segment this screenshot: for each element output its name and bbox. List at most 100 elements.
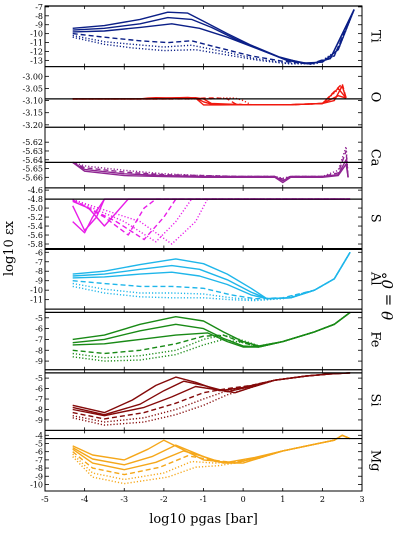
y-tick-label-mg-2: -6 (35, 448, 43, 457)
series-line-o-4 (72, 82, 347, 106)
series-line-s-6 (72, 198, 351, 243)
y-tick-label-ti-1: -8 (35, 12, 43, 21)
element-label-o: O (368, 92, 383, 103)
series-line-ca-4 (72, 145, 349, 179)
y-tick-label-al-5: -11 (30, 296, 43, 305)
y-tick-label-si-4: -9 (35, 416, 43, 425)
series-line-s-3 (72, 198, 351, 227)
x-tick-label-4: -1 (200, 495, 208, 504)
y-tick-label-mg-1: -5 (35, 439, 43, 448)
x-tick-label-5: 0 (241, 495, 246, 504)
panel-o: -3.00 -3.05 -3.10 -3.15 -3.20 O (22, 66, 383, 130)
series-line-fe-1 (72, 311, 351, 347)
series-line-si-5 (72, 372, 351, 423)
y-tick-label-s-5: -5.6 (28, 231, 43, 240)
curves-o (72, 82, 347, 106)
panel-frame-fe (44, 308, 363, 371)
x-axis-layer: -5 -4 -3 -2 -1 0 1 2 3 (41, 495, 364, 504)
series-line-o-3 (72, 87, 347, 106)
panel-si: -5 -6-7-8 -9 Si (35, 369, 383, 431)
series-line-s-5 (72, 198, 351, 241)
y-tick-label-ca-4: -5.66 (22, 173, 43, 182)
series-line-mg-5 (72, 434, 351, 481)
x-tick-label-8: 3 (359, 495, 364, 504)
series-line-s-7 (72, 198, 351, 245)
series-line-fe-6 (72, 311, 351, 362)
y-tick-label-o-3: -3.15 (22, 109, 43, 118)
series-line-fe-4 (72, 311, 351, 355)
y-tick-label-ti-5: -12 (30, 47, 43, 56)
panel-al: -6-7-8-9-10-11 Al (30, 248, 383, 310)
y-tick-label-mg-4: -8 (35, 464, 43, 473)
y-tick-label-al-1: -7 (35, 258, 43, 267)
y-tick-label-ti-6: -13 (30, 56, 43, 65)
x-tick-label-6: 1 (280, 495, 285, 504)
series-line-mg-6 (72, 434, 351, 485)
series-line-ti-2 (72, 9, 355, 65)
y-tick-label-mg-5: -9 (35, 472, 43, 481)
series-line-al-4 (72, 251, 351, 300)
series-line-mg-4 (72, 434, 351, 476)
panel-s: -4.6-4.8-5.0-5.2-5.4-5.6-5.8 S (28, 186, 383, 249)
panel-ca: -5.62-5.63-5.64-5.65-5.66 Ca (22, 126, 383, 189)
series-line-s-1 (72, 198, 351, 234)
series-line-ti-5 (72, 9, 355, 65)
panel-mg: -4-5-6-7-8-9-10 Mg (30, 429, 383, 492)
panel-frame-si (44, 369, 363, 431)
series-line-fe-2 (72, 311, 351, 348)
series-line-mg-3 (72, 434, 351, 471)
y-tick-label-al-2: -8 (35, 267, 43, 276)
element-label-s: S (368, 214, 383, 223)
y-tick-label-fe-0: -5 (35, 314, 43, 323)
element-label-mg: Mg (368, 450, 383, 472)
series-line-ti-6 (72, 9, 355, 65)
y-tick-label-si-2: -7 (35, 395, 43, 404)
y-tick-label-mg-0: -4 (35, 431, 43, 440)
y-tick-label-s-2: -5.0 (28, 204, 43, 213)
series-line-si-4 (72, 372, 351, 420)
series-line-mg-1 (72, 434, 351, 463)
series-line-o-2 (72, 95, 347, 106)
y-tick-label-al-3: -9 (35, 277, 43, 286)
element-label-ca: Ca (368, 149, 383, 167)
series-line-o-1 (72, 85, 347, 106)
y-tick-label-o-2: -3.10 (22, 97, 43, 106)
y-tick-label-fe-2: -7 (35, 335, 43, 344)
series-line-si-3 (72, 372, 351, 417)
y-tick-label-s-6: -5.8 (28, 240, 43, 249)
panel-ti: -7-8-9-10-11-12-13 Ti (30, 3, 383, 68)
curves-fe (72, 311, 351, 362)
series-line-ti-3 (72, 9, 355, 65)
y-tick-label-ti-0: -7 (35, 3, 43, 12)
panel-frame-o (44, 66, 363, 128)
series-line-fe-3 (72, 311, 351, 348)
curves-mg (72, 434, 351, 485)
element-label-fe: Fe (368, 331, 383, 347)
y-tick-label-ti-4: -11 (30, 39, 43, 48)
y-tick-label-s-4: -5.4 (28, 222, 43, 231)
element-label-al: Al (368, 271, 383, 286)
y-tick-label-mg-6: -10 (30, 480, 43, 489)
series-line-si-1 (72, 372, 351, 414)
y-tick-label-o-1: -3.05 (22, 84, 43, 93)
curves-ca (72, 145, 349, 184)
series-line-ti-4 (72, 9, 355, 65)
y-tick-label-s-1: -4.8 (28, 195, 43, 204)
element-label-si: Si (368, 394, 383, 407)
x-tick-label-2: -3 (120, 495, 128, 504)
series-line-ca-3 (72, 150, 349, 180)
panels-layer: -7-8-9-10-11-12-13Ti-3.00-3.05-3.10-3.15… (22, 3, 383, 492)
y-tick-label-al-4: -10 (30, 286, 43, 295)
y-tick-label-al-0: -6 (35, 248, 43, 257)
y-tick-label-fe-3: -8 (35, 346, 43, 355)
panel-frame-mg (44, 429, 363, 492)
series-line-ca-2 (72, 161, 349, 184)
y-tick-label-fe-4: -9 (35, 357, 43, 366)
x-tick-label-7: 2 (320, 495, 325, 504)
curves-si (72, 372, 351, 426)
y-tick-label-s-3: -5.2 (28, 213, 43, 222)
y-tick-label-si-0: -5 (35, 374, 43, 383)
y-tick-label-ca-2: -5.64 (22, 156, 43, 165)
y-tick-label-ti-3: -10 (30, 30, 43, 39)
